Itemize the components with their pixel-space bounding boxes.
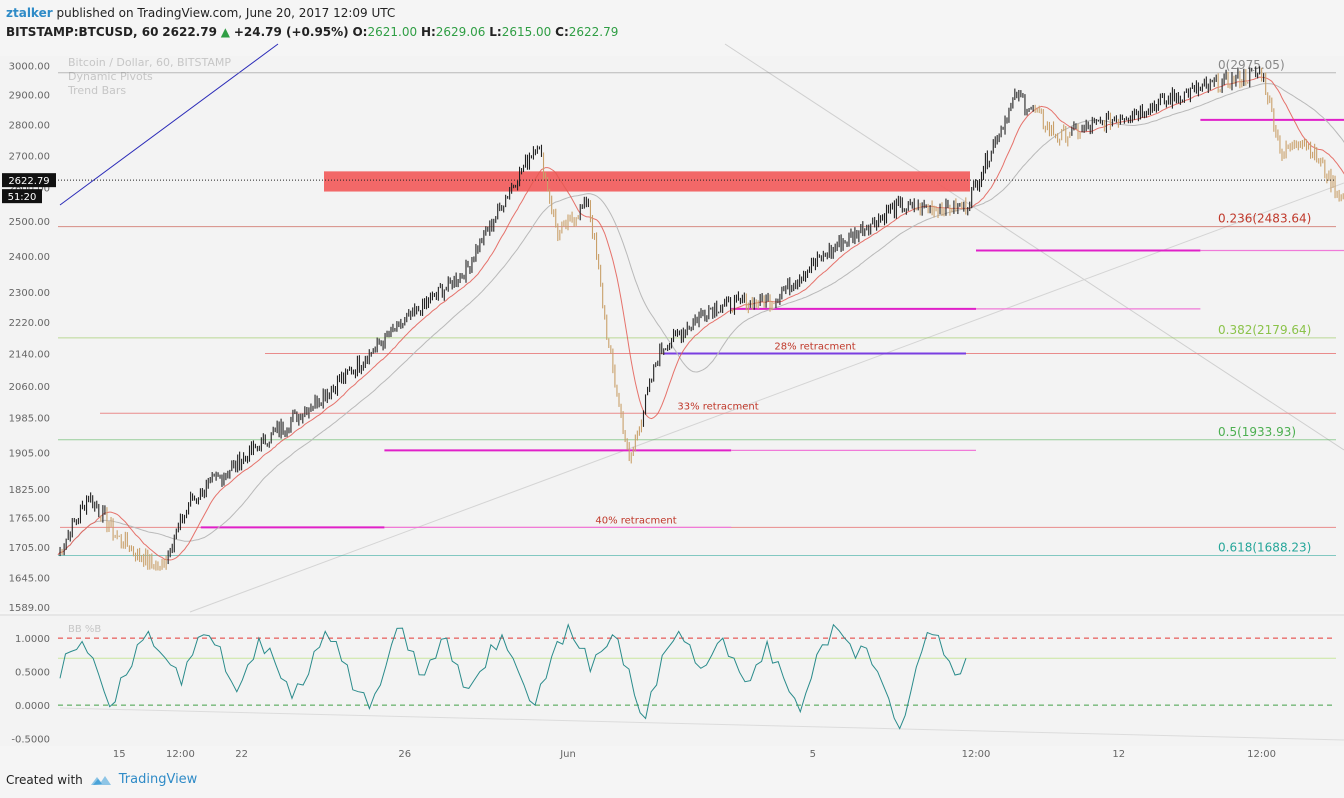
fib-level-label: 0.618(1688.23) [1218, 541, 1311, 555]
fib-level-label: 0.236(2483.64) [1218, 212, 1311, 226]
time-axis-tick: 5 [810, 749, 816, 760]
countdown-badge-bg [2, 189, 42, 204]
oscillator-axis-tick: 1.0000 [15, 634, 50, 645]
last-price: 2622.79 [162, 25, 217, 39]
up-arrow-icon: ▲ [220, 25, 230, 39]
trend-line-up [189, 182, 1344, 613]
last-price-badge: 2622.79 [8, 176, 49, 187]
low-value: 2615.00 [501, 25, 552, 39]
countdown-badge: 51:20 [8, 192, 37, 203]
price-axis-tick: 2800.00 [9, 120, 50, 131]
retracement-label: 40% retracment [595, 515, 676, 526]
price-pane-bg [0, 56, 1344, 612]
last-price-badge-bg [2, 173, 56, 188]
time-axis-tick: 12:00 [962, 749, 991, 760]
oscillator-trend-line [59, 707, 1344, 741]
time-axis-tick: Jun [559, 749, 576, 760]
price-axis-tick: 2060.00 [9, 382, 50, 393]
price-axis-tick: 2140.00 [9, 349, 50, 360]
ohlc-line: BITSTAMP:BTCUSD, 60 2622.79 ▲ +24.79 (+0… [6, 23, 618, 42]
oscillator-pane-bg [0, 614, 1344, 746]
price-axis-tick: 1985.00 [9, 414, 50, 425]
price-axis-tick: 2400.00 [9, 252, 50, 263]
legend-entry: Bitcoin / Dollar, 60, BITSTAMP [68, 56, 231, 69]
created-with-label: Created with [6, 772, 83, 787]
time-axis-tick: 12 [1112, 749, 1125, 760]
resistance-zone [324, 171, 970, 192]
price-axis-tick: 1705.00 [9, 543, 50, 554]
fib-level-label: 0(2975.05) [1218, 58, 1285, 72]
moving-average [57, 76, 1344, 561]
footer: Created with TradingView [6, 772, 197, 787]
time-axis-tick: 12:00 [1247, 749, 1276, 760]
publish-line: ztalker published on TradingView.com, Ju… [6, 4, 618, 23]
chart-header: ztalker published on TradingView.com, Ju… [6, 4, 618, 42]
time-axis-tick: 22 [235, 749, 248, 760]
trend-line-blue [59, 43, 279, 206]
tradingview-logo-icon [90, 775, 111, 785]
retracement-label: 33% retracment [677, 401, 758, 412]
price-axis-tick: 1645.00 [9, 574, 50, 585]
open-label: O: [352, 25, 368, 39]
price-axis-tick: 1765.00 [9, 514, 50, 525]
retracement-label: 28% retracment [774, 341, 855, 352]
high-label: H: [420, 25, 436, 39]
price-axis-tick: 2700.00 [9, 151, 50, 162]
price-axis-tick: 1905.00 [9, 449, 50, 460]
close-label: C: [555, 25, 569, 39]
fib-level-label: 0.5(1933.93) [1218, 425, 1296, 439]
author-link[interactable]: ztalker [6, 6, 53, 20]
oscillator-axis-tick: 0.5000 [15, 668, 50, 679]
published-text: published on TradingView.com, June 20, 2… [56, 6, 396, 20]
open-value: 2621.00 [367, 25, 418, 39]
legend-entry: Trend Bars [67, 84, 126, 97]
oscillator-axis-tick: 0.0000 [15, 701, 50, 712]
price-axis-tick: 2500.00 [9, 217, 50, 228]
legend-entry: Dynamic Pivots [68, 70, 153, 83]
bb-percent-b-line [59, 623, 967, 730]
time-axis-tick: 26 [398, 749, 411, 760]
price-axis-tick: 1589.00 [9, 603, 50, 614]
close-value: 2622.79 [568, 25, 619, 39]
price-axis-tick: 2600.00 [9, 184, 50, 195]
price-axis-tick: 2900.00 [9, 91, 50, 102]
symbol-label: BITSTAMP:BTCUSD, 60 [6, 25, 159, 39]
long-moving-average [57, 83, 1344, 556]
high-value: 2629.06 [435, 25, 486, 39]
price-change: +24.79 (+0.95%) [233, 25, 349, 39]
low-label: L: [489, 25, 502, 39]
price-axis-tick: 2220.00 [9, 318, 50, 329]
oscillator-axis-tick: -0.5000 [11, 735, 50, 746]
tradingview-brand[interactable]: TradingView [118, 772, 198, 787]
time-axis-tick: 15 [113, 749, 126, 760]
price-axis-tick: 1825.00 [9, 485, 50, 496]
time-axis-tick: 12:00 [166, 749, 195, 760]
fib-level-label: 0.382(2179.64) [1218, 323, 1311, 337]
oscillator-title: BB %B [68, 624, 101, 635]
trend-line-down [724, 43, 1344, 451]
price-axis-tick: 2300.00 [9, 288, 50, 299]
price-axis-tick: 3000.00 [9, 62, 50, 73]
